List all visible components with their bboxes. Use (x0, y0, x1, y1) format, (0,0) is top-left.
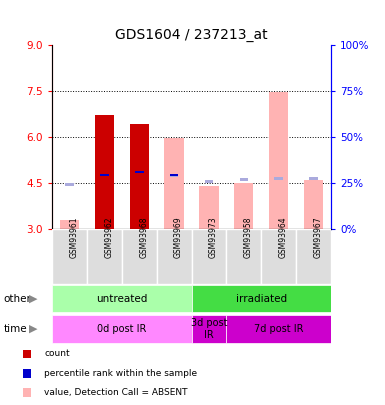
Bar (170, 175, 178, 177)
Bar (239, 178, 248, 181)
FancyBboxPatch shape (157, 229, 192, 284)
Text: 0d post IR: 0d post IR (97, 324, 146, 334)
Text: ▶: ▶ (28, 324, 37, 334)
Bar (234, 183, 253, 229)
Text: ▶: ▶ (28, 294, 37, 304)
Bar (60, 220, 79, 229)
Text: percentile rank within the sample: percentile rank within the sample (44, 369, 198, 378)
Text: irradiated: irradiated (236, 294, 287, 304)
FancyBboxPatch shape (261, 229, 296, 284)
FancyBboxPatch shape (226, 315, 331, 343)
Text: value, Detection Call = ABSENT: value, Detection Call = ABSENT (44, 388, 188, 397)
FancyBboxPatch shape (52, 229, 87, 284)
Text: 7d post IR: 7d post IR (254, 324, 303, 334)
Text: GSM93961: GSM93961 (69, 216, 79, 258)
Text: GSM93964: GSM93964 (279, 216, 288, 258)
Bar (170, 174, 178, 177)
Text: GSM93968: GSM93968 (139, 216, 148, 258)
Bar (205, 180, 213, 183)
Text: GSM93962: GSM93962 (104, 216, 113, 258)
Text: GSM93973: GSM93973 (209, 216, 218, 258)
FancyBboxPatch shape (192, 285, 331, 312)
Text: 3d post
IR: 3d post IR (191, 318, 227, 340)
Text: count: count (44, 350, 70, 358)
Bar (275, 177, 283, 179)
FancyBboxPatch shape (122, 229, 157, 284)
Text: GSM93958: GSM93958 (244, 216, 253, 258)
Bar (100, 174, 109, 177)
FancyBboxPatch shape (192, 229, 226, 284)
Bar (95, 115, 114, 229)
Bar (135, 171, 144, 173)
Bar (130, 124, 149, 229)
Bar (65, 183, 74, 185)
Bar (269, 92, 288, 229)
Title: GDS1604 / 237213_at: GDS1604 / 237213_at (115, 28, 268, 42)
Text: time: time (4, 324, 27, 334)
FancyBboxPatch shape (52, 315, 192, 343)
Text: untreated: untreated (96, 294, 147, 304)
Bar (199, 186, 219, 229)
FancyBboxPatch shape (192, 315, 226, 343)
FancyBboxPatch shape (52, 285, 192, 312)
Text: GSM93967: GSM93967 (314, 216, 323, 258)
Bar (164, 138, 184, 229)
FancyBboxPatch shape (296, 229, 331, 284)
Text: other: other (4, 294, 32, 304)
Text: GSM93969: GSM93969 (174, 216, 183, 258)
FancyBboxPatch shape (87, 229, 122, 284)
Bar (309, 177, 318, 179)
Bar (304, 180, 323, 229)
FancyBboxPatch shape (226, 229, 261, 284)
